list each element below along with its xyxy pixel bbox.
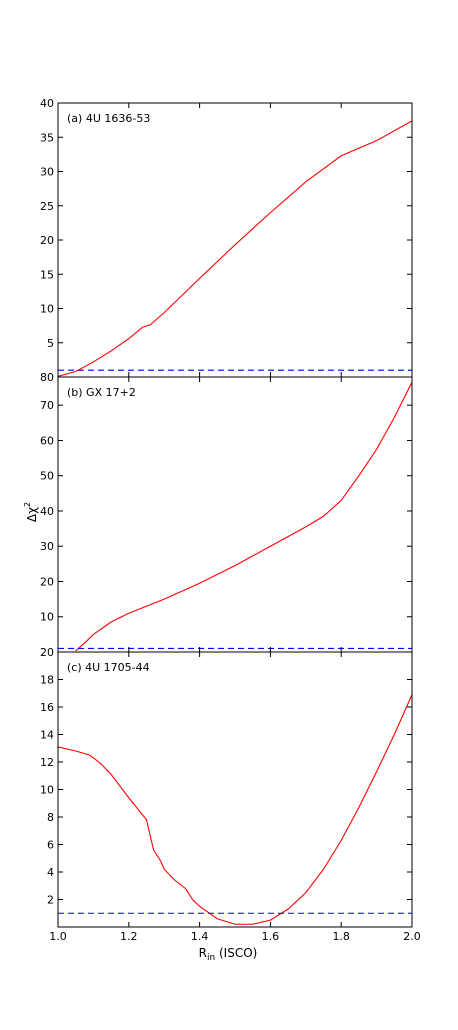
y-tick-label: 18 xyxy=(40,674,54,687)
y-tick-label: 30 xyxy=(40,540,54,553)
y-axis-label-sup: 2 xyxy=(23,502,32,507)
y-tick-label: 20 xyxy=(40,234,54,247)
y-tick-label: 40 xyxy=(40,97,54,110)
x-tick-label: 1.0 xyxy=(49,930,67,943)
y-tick-label: 25 xyxy=(40,200,54,213)
y-tick-label: 60 xyxy=(40,434,54,447)
x-tick-label: 1.6 xyxy=(262,930,280,943)
y-tick-label: 10 xyxy=(40,611,54,624)
y-tick-label: 10 xyxy=(40,303,54,316)
y-tick-label: 70 xyxy=(40,399,54,412)
y-tick-label: 14 xyxy=(40,729,54,742)
y-tick-label-junction-ab: 80 xyxy=(40,371,54,384)
delta-chi2-curve xyxy=(58,694,412,925)
x-axis-label: Rin (ISCO) xyxy=(199,946,258,963)
y-tick-label: 5 xyxy=(47,337,54,350)
y-tick-label: 50 xyxy=(40,470,54,483)
y-tick-label: 30 xyxy=(40,166,54,179)
x-tick-label: 1.2 xyxy=(120,930,138,943)
panel-label: (b) GX 17+2 xyxy=(67,386,136,399)
x-tick-label: 2.0 xyxy=(403,930,421,943)
y-tick-label: 12 xyxy=(40,756,54,769)
y-tick-label: 10 xyxy=(40,784,54,797)
panel-frame xyxy=(57,376,413,653)
delta-chi2-curve xyxy=(58,120,412,377)
x-tick-label: 1.8 xyxy=(332,930,350,943)
y-axis-label-main: Δχ xyxy=(25,507,39,522)
y-axis-label: Δχ2 xyxy=(23,502,39,522)
x-axis-label-sub: in xyxy=(207,953,215,963)
panel-frame xyxy=(57,651,413,928)
y-tick-label: 40 xyxy=(40,505,54,518)
y-tick-label: 16 xyxy=(40,701,54,714)
y-tick-label: 20 xyxy=(40,575,54,588)
panel-3: 2 4 6 8 10 12 14 16 18 1.0 1.2 1.4 1.6 1.8 2.0 (c) 4U 1… xyxy=(40,651,421,943)
panel-1: 5 10 15 20 25 30 35 40 (a) 4U 1636-53 xyxy=(40,97,413,378)
x-axis-label-rest: (ISCO) xyxy=(215,946,257,960)
panel-frame xyxy=(57,102,413,378)
y-tick-label-junction-bc: 20 xyxy=(40,646,54,659)
y-tick-label: 15 xyxy=(40,268,54,281)
x-tick-label: 1.4 xyxy=(191,930,209,943)
panel-label: (a) 4U 1636-53 xyxy=(67,112,150,125)
panel-2: 10 20 30 40 50 60 70 (b) GX 17+2 xyxy=(40,376,413,653)
x-axis-label-main: R xyxy=(199,946,207,960)
y-tick-label: 4 xyxy=(47,866,54,879)
y-tick-label: 8 xyxy=(47,811,54,824)
y-tick-label: 2 xyxy=(47,894,54,907)
y-tick-label: 6 xyxy=(47,839,54,852)
y-tick-label: 35 xyxy=(40,131,54,144)
panel-label: (c) 4U 1705-44 xyxy=(67,661,150,674)
delta-chi2-curve xyxy=(75,382,412,652)
